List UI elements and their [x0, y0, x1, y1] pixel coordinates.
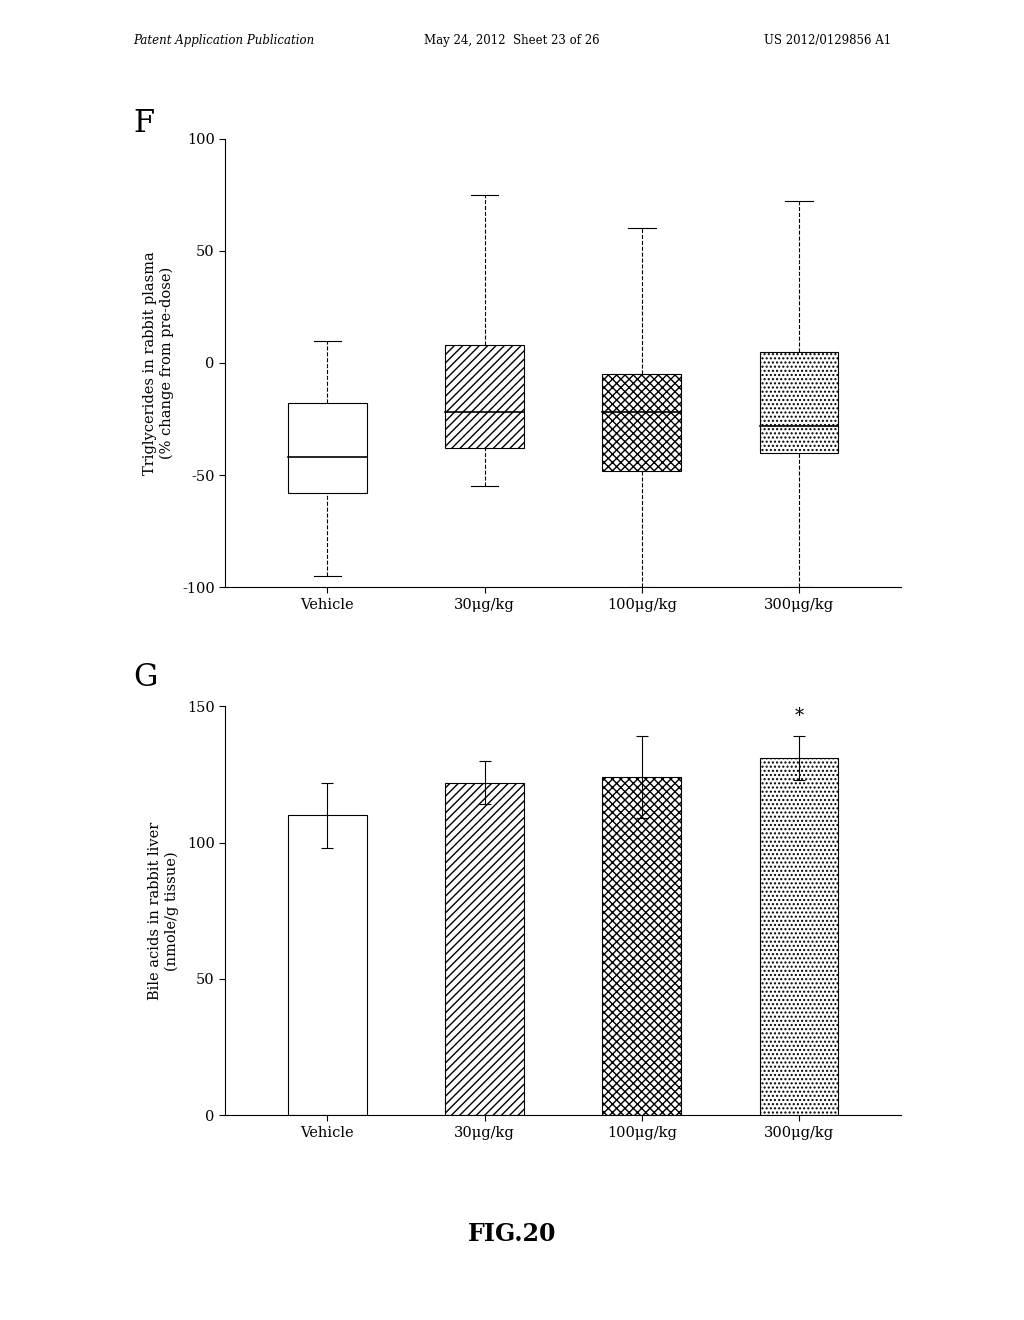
Text: FIG.20: FIG.20 — [468, 1222, 556, 1246]
Y-axis label: Bile acids in rabbit liver
(nmole/g tissue): Bile acids in rabbit liver (nmole/g tiss… — [148, 821, 178, 1001]
Bar — [602, 375, 681, 471]
Text: Patent Application Publication: Patent Application Publication — [133, 34, 314, 48]
Bar — [445, 783, 524, 1115]
Text: May 24, 2012  Sheet 23 of 26: May 24, 2012 Sheet 23 of 26 — [424, 34, 600, 48]
Bar — [760, 758, 839, 1115]
Bar — [445, 345, 524, 449]
Bar — [760, 351, 839, 453]
Bar — [602, 777, 681, 1115]
Text: G: G — [133, 663, 158, 693]
Bar — [288, 816, 367, 1115]
Bar — [288, 404, 367, 494]
Text: F: F — [133, 108, 155, 139]
Text: *: * — [795, 708, 804, 725]
Text: US 2012/0129856 A1: US 2012/0129856 A1 — [764, 34, 891, 48]
Y-axis label: Triglycerides in rabbit plasma
(% change from pre-dose): Triglycerides in rabbit plasma (% change… — [143, 251, 174, 475]
